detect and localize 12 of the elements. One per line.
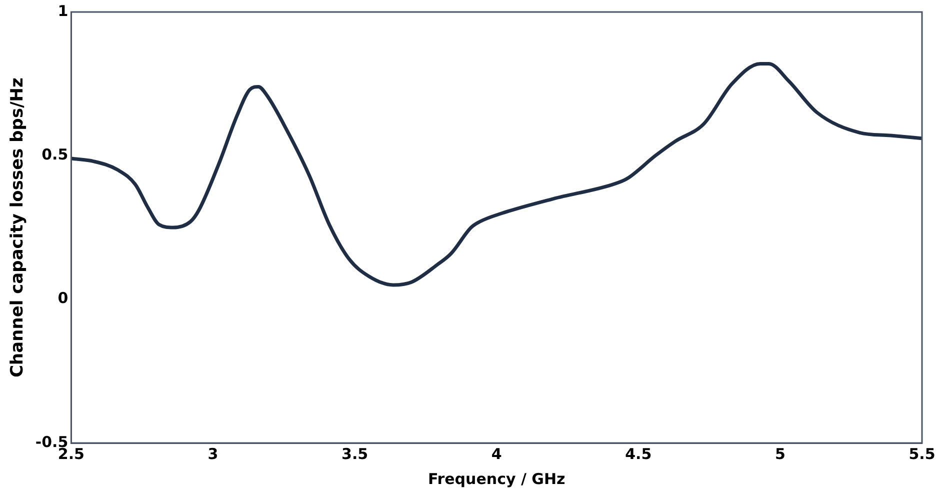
- y-tick-label: 0.5: [42, 146, 68, 164]
- x-axis-title: Frequency / GHz: [428, 470, 566, 488]
- x-tick-label: 3.5: [342, 444, 368, 463]
- x-tick-label: 5: [774, 444, 786, 463]
- y-tick-label: 1: [58, 2, 68, 20]
- y-axis-title: Channel capacity losses bps/Hz: [8, 77, 28, 378]
- x-tick-label: 5.5: [908, 444, 936, 463]
- x-tick-label: 4: [491, 444, 502, 463]
- x-tick-label: 3: [208, 444, 218, 463]
- y-tick-label: 0: [58, 289, 68, 308]
- x-tick-label: 4.5: [625, 444, 652, 463]
- line-series: [71, 62, 922, 287]
